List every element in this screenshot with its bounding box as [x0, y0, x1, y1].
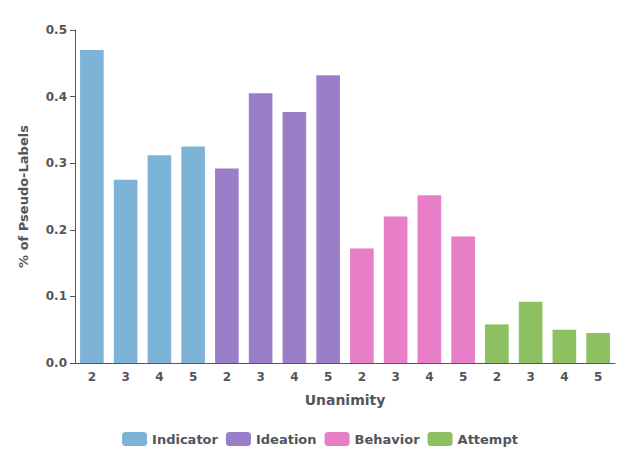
- svg-text:0.5: 0.5: [46, 23, 67, 37]
- svg-text:0.2: 0.2: [46, 223, 67, 237]
- svg-text:0.0: 0.0: [46, 356, 67, 370]
- svg-text:Ideation: Ideation: [256, 432, 317, 447]
- svg-text:2: 2: [493, 370, 501, 384]
- svg-text:% of Pseudo-Labels: % of Pseudo-Labels: [16, 125, 31, 268]
- svg-text:3: 3: [121, 370, 129, 384]
- svg-text:Unanimity: Unanimity: [305, 392, 386, 408]
- svg-text:3: 3: [526, 370, 534, 384]
- svg-text:0.1: 0.1: [46, 289, 67, 303]
- svg-text:5: 5: [189, 370, 197, 384]
- svg-text:2: 2: [223, 370, 231, 384]
- svg-text:0.3: 0.3: [46, 156, 67, 170]
- svg-text:3: 3: [391, 370, 399, 384]
- svg-text:4: 4: [560, 370, 568, 384]
- svg-text:2: 2: [88, 370, 96, 384]
- svg-text:2: 2: [358, 370, 366, 384]
- svg-text:Indicator: Indicator: [152, 432, 218, 447]
- svg-text:0.4: 0.4: [46, 90, 67, 104]
- svg-text:5: 5: [459, 370, 467, 384]
- svg-text:4: 4: [290, 370, 298, 384]
- svg-text:Attempt: Attempt: [458, 432, 518, 447]
- svg-text:Behavior: Behavior: [355, 432, 421, 447]
- svg-text:5: 5: [324, 370, 332, 384]
- svg-text:5: 5: [594, 370, 602, 384]
- svg-text:4: 4: [425, 370, 433, 384]
- svg-text:4: 4: [155, 370, 163, 384]
- svg-text:3: 3: [256, 370, 264, 384]
